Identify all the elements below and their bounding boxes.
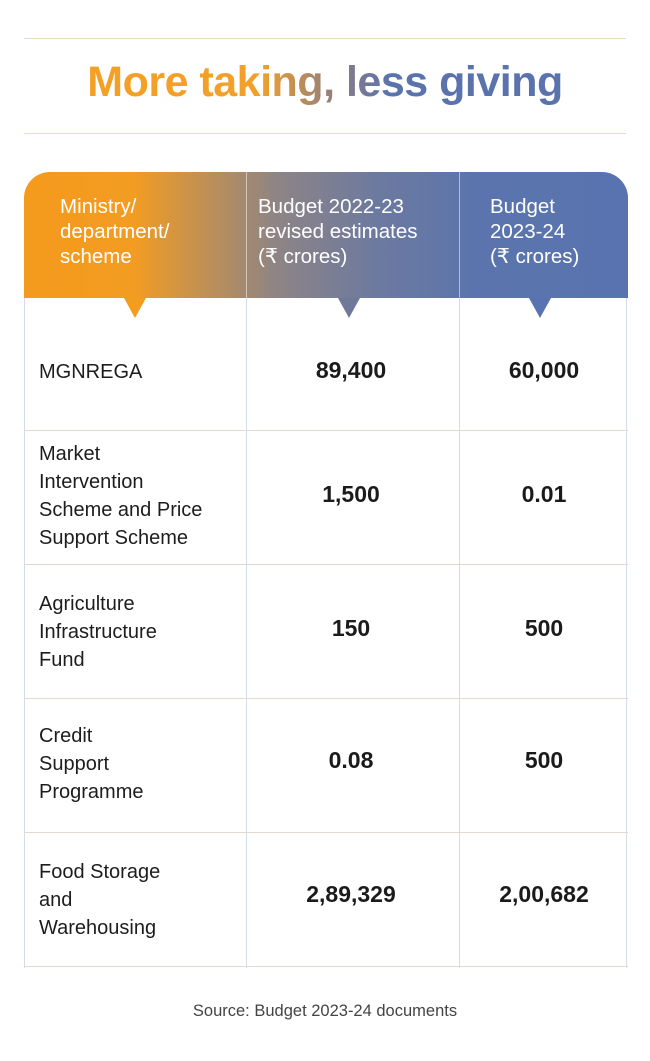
- table-header: Ministry/ department/ scheme Budget 2022…: [24, 172, 628, 298]
- row-label-mgnrega: MGNREGA: [39, 358, 244, 386]
- value-2022-23: 1,500: [322, 481, 380, 507]
- table-border-bottom: [24, 966, 628, 967]
- label-line: Programme: [39, 781, 144, 803]
- label-line: Market: [39, 443, 101, 465]
- value-2023-24: 60,000: [508, 357, 580, 383]
- label-line: MGNREGA: [39, 361, 143, 383]
- label-line: Infrastructure: [39, 621, 157, 643]
- header-divider: [459, 172, 460, 298]
- top-divider: [24, 38, 626, 39]
- value-2022-23: 150: [331, 615, 371, 641]
- title-divider: [24, 133, 626, 134]
- value-2023-24: 500: [524, 747, 564, 773]
- label-line: and: [39, 889, 73, 911]
- table-row: Credit Support Programme 0.08 500: [24, 698, 628, 832]
- row-divider: [24, 430, 628, 431]
- value-2023-24: 500: [524, 615, 564, 641]
- header-line: Budget: [490, 195, 555, 218]
- header-pointer: [529, 298, 551, 318]
- table-row: Market Intervention Scheme and Price Sup…: [24, 430, 628, 564]
- header-line: Ministry/: [60, 195, 137, 218]
- row-label-credit-support: Credit Support Programme: [39, 722, 244, 806]
- page-title: More taking, less giving: [0, 58, 650, 107]
- label-line: Support: [39, 753, 110, 775]
- label-line: Support Scheme: [39, 527, 188, 549]
- label-line: Credit: [39, 725, 93, 747]
- row-label-food-storage: Food Storage and Warehousing: [39, 858, 244, 942]
- label-line: Fund: [39, 649, 85, 671]
- value-2023-24: 0.01: [521, 481, 567, 507]
- column-divider: [246, 298, 247, 968]
- table-border-left: [24, 298, 25, 968]
- header-line: Budget 2022-23: [258, 195, 404, 218]
- header-line: 2023-24: [490, 220, 566, 243]
- label-line: Scheme and Price: [39, 499, 203, 521]
- row-divider: [24, 698, 628, 699]
- header-line: (₹ crores): [490, 245, 580, 268]
- label-line: Agriculture: [39, 593, 135, 615]
- table-row: Agriculture Infrastructure Fund 150 500: [24, 564, 628, 698]
- row-divider: [24, 832, 628, 833]
- header-budget-2023-24: Budget 2023-24 (₹ crores): [490, 194, 620, 269]
- title-part-orange: More taking,: [87, 58, 335, 106]
- value-2022-23: 0.08: [328, 747, 374, 773]
- label-line: Intervention: [39, 471, 144, 493]
- header-line: scheme: [60, 245, 132, 268]
- table-border-right: [626, 298, 627, 968]
- header-pointer: [338, 298, 360, 318]
- budget-table: Ministry/ department/ scheme Budget 2022…: [24, 172, 628, 968]
- header-line: (₹ crores): [258, 245, 348, 268]
- header-line: department/: [60, 220, 170, 243]
- value-2022-23: 2,89,329: [306, 881, 396, 907]
- row-label-market-intervention: Market Intervention Scheme and Price Sup…: [39, 440, 244, 552]
- header-ministry: Ministry/ department/ scheme: [60, 194, 250, 269]
- row-divider: [24, 564, 628, 565]
- value-2022-23: 89,400: [315, 357, 387, 383]
- label-line: Warehousing: [39, 917, 157, 939]
- title-part-blue: less giving: [345, 58, 563, 106]
- source-note: Source: Budget 2023-24 documents: [192, 1002, 458, 1020]
- value-2023-24: 2,00,682: [499, 881, 589, 907]
- header-divider: [246, 172, 247, 298]
- header-pointer: [124, 298, 146, 318]
- header-line: revised estimates: [258, 220, 418, 243]
- column-divider: [459, 298, 460, 968]
- row-label-agriculture-fund: Agriculture Infrastructure Fund: [39, 590, 244, 674]
- label-line: Food Storage: [39, 861, 161, 883]
- table-row: Food Storage and Warehousing 2,89,329 2,…: [24, 832, 628, 966]
- header-budget-2022-23: Budget 2022-23 revised estimates (₹ cror…: [258, 194, 468, 269]
- table-row: MGNREGA 89,400 60,000: [24, 298, 628, 430]
